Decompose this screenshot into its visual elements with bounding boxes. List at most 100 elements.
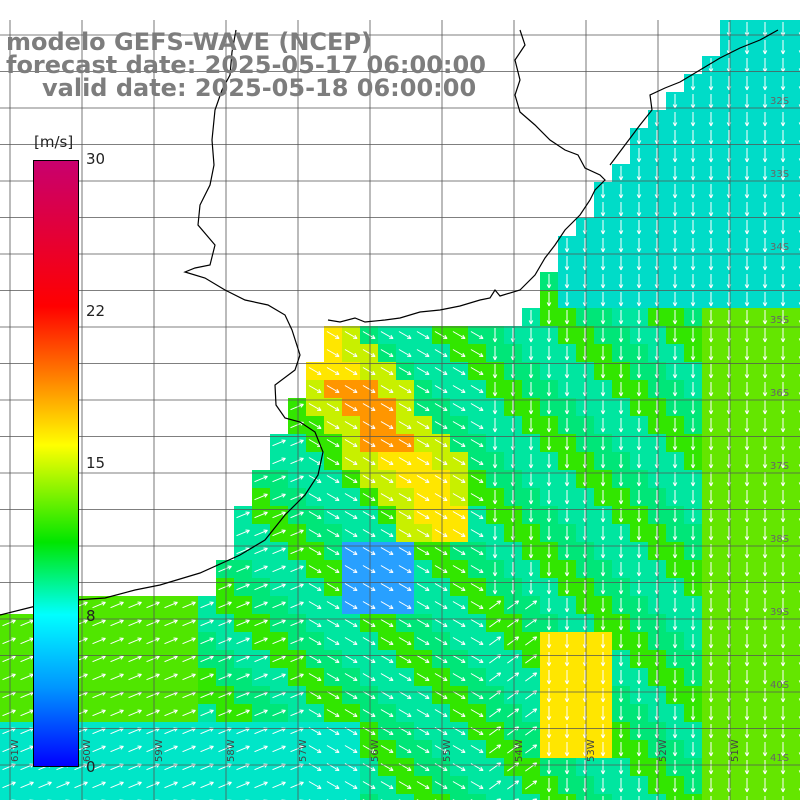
wind-arrow: [708, 346, 714, 361]
wind-arrow: [690, 238, 696, 253]
wind-arrow: [762, 76, 768, 91]
wind-arrow: [708, 256, 714, 271]
wind-cell: [792, 740, 800, 759]
wind-cell: [792, 92, 800, 111]
wind-arrow: [636, 274, 642, 289]
wind-arrow: [798, 176, 800, 180]
wind-arrow: [690, 166, 696, 181]
wind-arrow: [690, 148, 696, 163]
wind-cell: [792, 758, 800, 777]
wind-arrow: [672, 346, 678, 361]
wind-arrow: [308, 421, 322, 429]
wind-arrow: [636, 310, 642, 325]
wind-arrow: [798, 284, 800, 288]
wind-arrow: [452, 439, 466, 447]
wind-arrow: [672, 310, 678, 325]
wind-arrow: [326, 367, 340, 375]
wind-arrow: [708, 166, 714, 181]
wind-arrow: [672, 184, 678, 199]
wind-arrow: [452, 349, 466, 357]
wind-arrow: [546, 310, 552, 325]
wind-arrow: [380, 439, 394, 447]
wind-cell: [792, 488, 800, 507]
wind-arrow: [636, 166, 642, 181]
wind-arrow: [744, 328, 750, 343]
wind-arrow: [690, 454, 696, 469]
wind-arrow: [380, 349, 394, 357]
wind-arrow: [744, 130, 750, 145]
wind-cell: [792, 542, 800, 561]
colorbar-unit: [m/s]: [34, 133, 74, 151]
wind-cell: [792, 182, 800, 201]
wind-arrow: [452, 457, 466, 465]
wind-arrow: [798, 32, 800, 36]
wind-cell: [792, 362, 800, 381]
colorbar: [33, 160, 79, 767]
wind-arrow: [600, 238, 606, 253]
wind-arrow: [398, 331, 412, 339]
wind-arrow: [308, 385, 322, 393]
wind-arrow: [744, 166, 750, 181]
wind-cell: [90, 794, 109, 800]
wind-cell: [288, 794, 307, 800]
wind-arrow: [326, 349, 340, 357]
wind-arrow: [762, 364, 768, 379]
wind-arrow: [492, 328, 498, 343]
wind-arrow: [362, 421, 376, 429]
wind-arrow: [618, 166, 624, 181]
wind-arrow: [690, 292, 696, 307]
wind-arrow: [690, 130, 696, 145]
wind-arrow: [344, 403, 358, 411]
wind-cell: [216, 794, 235, 800]
wind-arrow: [798, 122, 800, 126]
latitude-label: 39S: [770, 607, 789, 618]
wind-arrow: [636, 292, 642, 307]
wind-arrow: [362, 331, 376, 339]
wind-cell: [162, 794, 181, 800]
wind-arrow: [780, 436, 786, 451]
wind-arrow: [564, 400, 570, 415]
wind-arrow: [546, 292, 552, 307]
wind-cell: [792, 686, 800, 705]
wind-cell: [414, 794, 433, 800]
longitude-label: 55W: [442, 739, 453, 762]
wind-arrow: [798, 104, 800, 108]
wind-arrow: [618, 310, 624, 325]
wind-cell: [792, 434, 800, 453]
wind-arrow: [636, 202, 642, 217]
wind-arrow: [546, 364, 552, 379]
wind-cell: [180, 794, 199, 800]
wind-cell: [792, 20, 800, 39]
wind-arrow: [762, 166, 768, 181]
wind-arrow: [600, 346, 606, 361]
wind-arrow: [416, 385, 430, 393]
wind-arrow: [362, 385, 376, 393]
wind-cell: [198, 794, 217, 800]
wind-arrow: [546, 328, 552, 343]
wind-arrow: [492, 382, 498, 397]
wind-cell: [504, 794, 523, 800]
wind-arrow: [636, 346, 642, 361]
wind-arrow: [672, 382, 678, 397]
wind-arrow: [798, 464, 800, 468]
wind-arrow: [690, 220, 696, 235]
wind-cell: [792, 110, 800, 129]
wind-cell: [108, 794, 127, 800]
wind-arrow: [762, 292, 768, 307]
wind-arrow: [672, 202, 678, 217]
wind-arrow: [600, 184, 606, 199]
wind-arrow: [308, 403, 322, 411]
wind-cell: [270, 794, 289, 800]
wind-arrow: [398, 457, 412, 465]
wind-arrow: [708, 94, 714, 109]
latitude-label: 40S: [770, 680, 789, 691]
wind-arrow: [600, 454, 606, 469]
wind-arrow: [492, 436, 498, 451]
wind-arrow: [564, 274, 570, 289]
wind-arrow: [344, 457, 358, 465]
wind-cell: [792, 308, 800, 327]
wind-cell: [792, 416, 800, 435]
wind-arrow: [690, 400, 696, 415]
wind-arrow: [690, 112, 696, 127]
